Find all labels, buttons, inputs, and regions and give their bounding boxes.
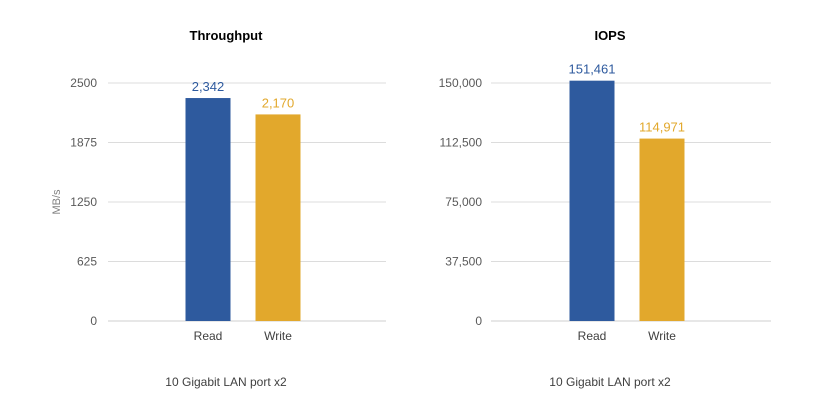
iops-chart: IOPS 0 37,500 75,000 112,500 150,000 151,461 Re… — [439, 28, 771, 389]
chart-title: Throughput — [190, 28, 264, 43]
y-axis-label: MB/s — [51, 189, 63, 215]
y-tick-label: 0 — [90, 314, 97, 328]
y-tick-label: 625 — [77, 255, 97, 269]
data-label: 2,170 — [262, 95, 295, 110]
y-tick-label: 37,500 — [445, 255, 482, 269]
data-label: 114,971 — [639, 120, 685, 135]
data-label: 151,461 — [569, 62, 616, 77]
bar-write — [639, 138, 685, 321]
category-label: Read — [578, 329, 607, 343]
y-tick-label: 1875 — [70, 136, 97, 150]
bar-write — [255, 114, 301, 321]
y-tick-label: 150,000 — [439, 76, 483, 90]
category-label: Read — [194, 329, 223, 343]
throughput-chart: Throughput 0 625 1250 1875 2500 MB/s 2,342 Read 2… — [51, 28, 386, 389]
y-tick-label: 75,000 — [445, 195, 482, 209]
y-tick-label: 0 — [475, 314, 482, 328]
category-label: Write — [264, 329, 292, 343]
y-tick-label: 112,500 — [440, 136, 483, 150]
y-tick-label: 1250 — [70, 195, 97, 209]
bar-read — [185, 98, 231, 322]
chart-title: IOPS — [594, 28, 625, 43]
chart-subtitle: 10 Gigabit LAN port x2 — [549, 375, 671, 389]
y-tick-label: 2500 — [70, 76, 97, 90]
data-label: 2,342 — [192, 79, 225, 94]
chart-subtitle: 10 Gigabit LAN port x2 — [165, 375, 287, 389]
category-label: Write — [648, 329, 676, 343]
bar-read — [569, 80, 615, 321]
